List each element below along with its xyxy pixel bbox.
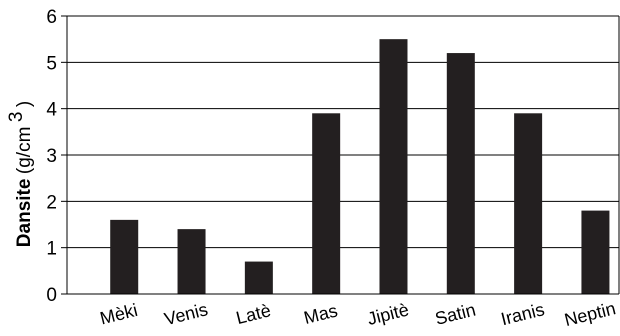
y-tick-label: 2	[46, 192, 57, 213]
x-category-label: Mas	[302, 300, 340, 328]
axes	[61, 15, 620, 295]
bar-7	[581, 210, 610, 294]
x-category-label: Latè	[234, 300, 273, 328]
y-tick-label: 4	[46, 100, 57, 121]
x-category-label: Venis	[162, 299, 210, 329]
y-axis-label: Dansite (g/cm 3 )	[6, 101, 35, 247]
y-tick-label: 6	[46, 7, 57, 28]
bar-6	[514, 113, 543, 294]
y-axis-label-name: Dansite	[14, 179, 35, 248]
x-category-label: Iranis	[499, 299, 547, 329]
y-tick-label: 3	[46, 146, 57, 167]
y-tick-label: 1	[46, 239, 57, 260]
y-axis-label-exponent: 3	[6, 112, 27, 123]
bar-3	[312, 113, 341, 294]
x-category-label: Jipitè	[365, 299, 411, 329]
bar-5	[446, 53, 475, 294]
y-axis-label-unit: (g/cm	[14, 127, 35, 175]
y-tick-labels: 0 1 2 3 4 5 6	[46, 7, 57, 306]
bar-4	[379, 39, 408, 294]
x-category-label: Mèki	[98, 300, 140, 329]
x-category-label: Neptin	[562, 298, 617, 330]
x-category-labels: Mèki Venis Latè Mas Jipitè Satin Iranis Neptin	[98, 298, 618, 330]
bars	[110, 39, 610, 294]
bar-1	[177, 229, 206, 294]
bar-0	[110, 219, 139, 294]
bar-2	[244, 261, 273, 294]
y-axis-label-unit-suffix: )	[14, 101, 35, 107]
y-tick-label: 5	[46, 53, 57, 74]
y-tick-label: 0	[46, 285, 57, 306]
x-category-label: Satin	[433, 300, 478, 329]
grid-lines	[67, 15, 619, 295]
